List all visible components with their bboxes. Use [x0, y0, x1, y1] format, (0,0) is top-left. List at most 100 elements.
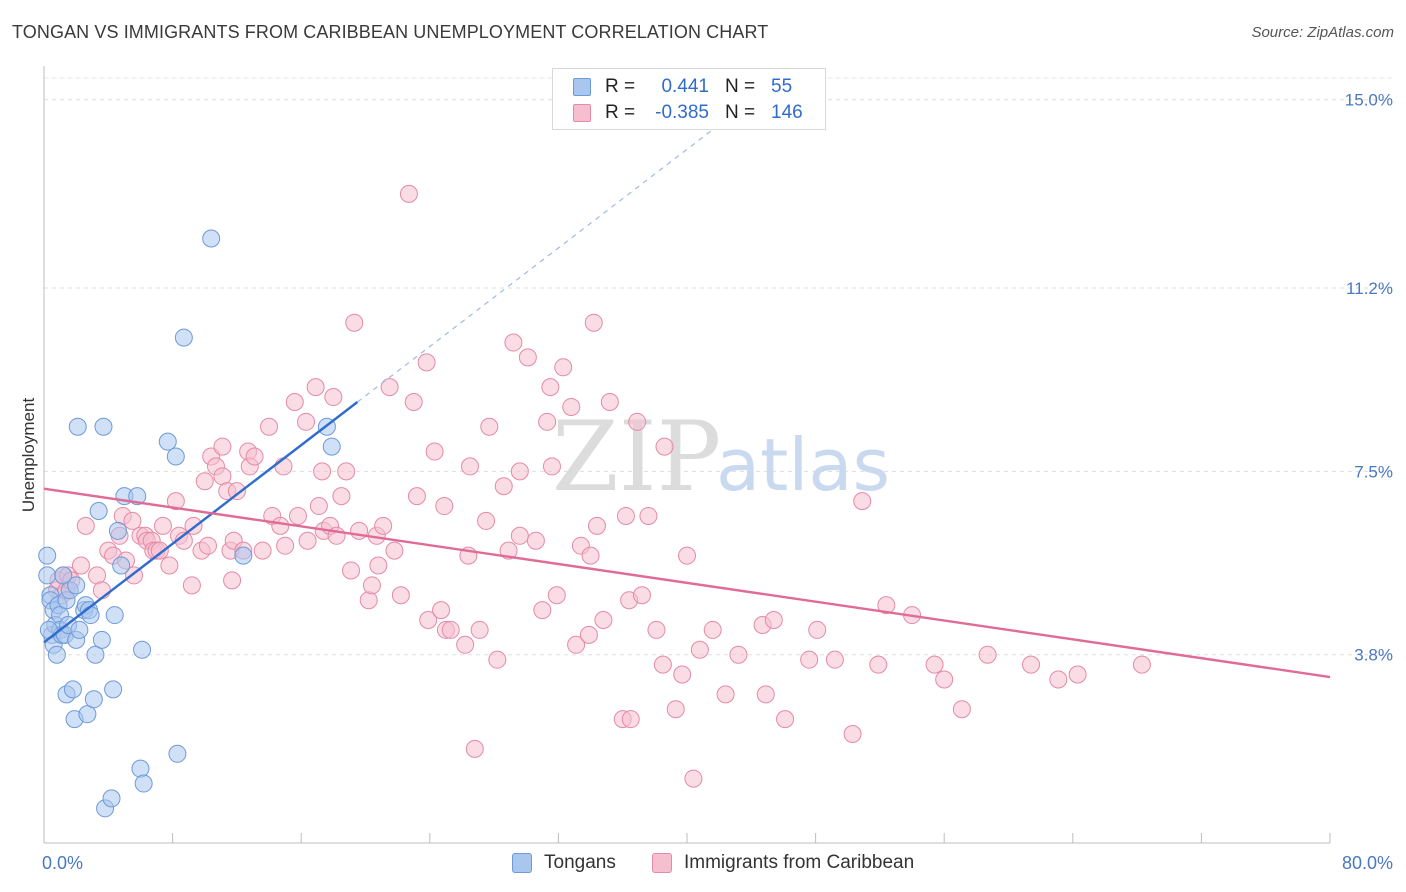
trend-lines [43, 124, 1331, 679]
tongan-point [78, 705, 97, 724]
tongan-point [322, 437, 341, 456]
tongan-point [105, 606, 124, 625]
caribbean-point [678, 546, 696, 565]
caribbean-point [600, 392, 619, 411]
caribbean-point [285, 392, 304, 411]
tongan-point [81, 606, 100, 625]
source-credit: Source: ZipAtlas.com [1251, 24, 1394, 41]
caribbean-point [488, 650, 507, 669]
caribbean-point [504, 333, 523, 352]
caribbean-point [480, 417, 499, 436]
tongan-point [166, 447, 185, 466]
caribbean-point [935, 670, 954, 689]
caribbean-point [526, 531, 545, 550]
caribbean-point [510, 526, 529, 545]
caribbean-point [76, 516, 95, 535]
caribbean-point [729, 645, 748, 664]
caribbean-point [547, 586, 566, 605]
tongan-point [63, 680, 82, 699]
caribbean-point [417, 353, 436, 372]
caribbean-point [533, 601, 552, 620]
caribbean-point [978, 645, 997, 664]
axes [43, 66, 1331, 844]
caribbean-point [616, 506, 635, 525]
tongan-trend-extension [357, 124, 720, 403]
series-legend: Tongans Immigrants from Caribbean [0, 852, 1406, 878]
tongan-point [92, 630, 111, 649]
caribbean-point [1068, 665, 1087, 684]
caribbean-point [567, 635, 586, 654]
caribbean-point [690, 640, 709, 659]
caribbean-point [647, 620, 666, 639]
caribbean-point [160, 556, 179, 575]
caribbean-point [465, 739, 484, 758]
caribbean-point [198, 536, 217, 555]
legend-n-label: N = [725, 102, 756, 123]
caribbean-point [276, 536, 295, 555]
series-legend-tongans[interactable]: Tongans [512, 852, 616, 874]
caribbean-point [441, 620, 460, 639]
caribbean-point [494, 477, 513, 496]
caribbean-point [800, 650, 819, 669]
caribbean-point [542, 457, 561, 476]
caribbean-point [756, 685, 775, 704]
caribbean-point [166, 492, 185, 511]
tongan-point [38, 566, 57, 585]
caribbean-point [297, 412, 316, 431]
legend-r-value: 0.441 [661, 76, 709, 97]
tongan-point [86, 645, 105, 664]
caribbean-point [435, 497, 454, 516]
caribbean-point [808, 620, 827, 639]
caribbean-point [1049, 670, 1068, 689]
y-axis-label: Unemployment [19, 398, 38, 513]
caribbean-point [432, 601, 451, 620]
caribbean-point [223, 571, 242, 590]
caribbean-point [245, 447, 264, 466]
series-legend-caribbean[interactable]: Immigrants from Caribbean [652, 852, 914, 874]
tongan-point [70, 620, 89, 639]
caribbean-point [628, 412, 647, 431]
caribbean-point [195, 472, 214, 491]
caribbean-point [380, 378, 399, 397]
caribbean-point [666, 700, 685, 719]
caribbean-point [306, 378, 325, 397]
caribbean-point [952, 700, 971, 719]
caribbean-point [541, 378, 560, 397]
caribbean-point [584, 313, 603, 332]
caribbean-point [703, 620, 722, 639]
tongan-point [84, 690, 103, 709]
legend-n-value: 146 [771, 102, 803, 123]
tongan-point [38, 546, 57, 565]
caribbean-point [716, 685, 735, 704]
caribbean-point [227, 482, 246, 501]
y-tick-label: 11.2% [1346, 279, 1393, 298]
legend-swatch-tongans [573, 78, 591, 96]
grid-lines [44, 77, 1394, 656]
caribbean-point [313, 462, 332, 481]
tongan-point [89, 502, 108, 521]
caribbean-point [639, 506, 658, 525]
tongan-point [131, 759, 150, 778]
caribbean-point [253, 541, 272, 560]
caribbean-point [337, 462, 356, 481]
caribbean-point [456, 635, 475, 654]
legend-r-label: R = [605, 102, 636, 123]
caribbean-point [298, 531, 317, 550]
caribbean-point [632, 586, 651, 605]
tongan-point [168, 744, 187, 763]
caribbean-point [877, 596, 896, 615]
caribbean-point [853, 492, 872, 511]
caribbean-point [271, 516, 290, 535]
tongan-point [104, 680, 123, 699]
caribbean-point [332, 487, 351, 506]
chart-title: TONGAN VS IMMIGRANTS FROM CARIBBEAN UNEM… [12, 22, 769, 42]
caribbean-point [587, 516, 606, 535]
legend-r-value: -0.385 [655, 102, 709, 123]
caribbean-point [477, 511, 496, 530]
caribbean-point [425, 442, 444, 461]
caribbean-point [594, 611, 613, 630]
caribbean-point [150, 541, 169, 560]
tongan-point [68, 417, 87, 436]
caribbean-point [385, 541, 404, 560]
